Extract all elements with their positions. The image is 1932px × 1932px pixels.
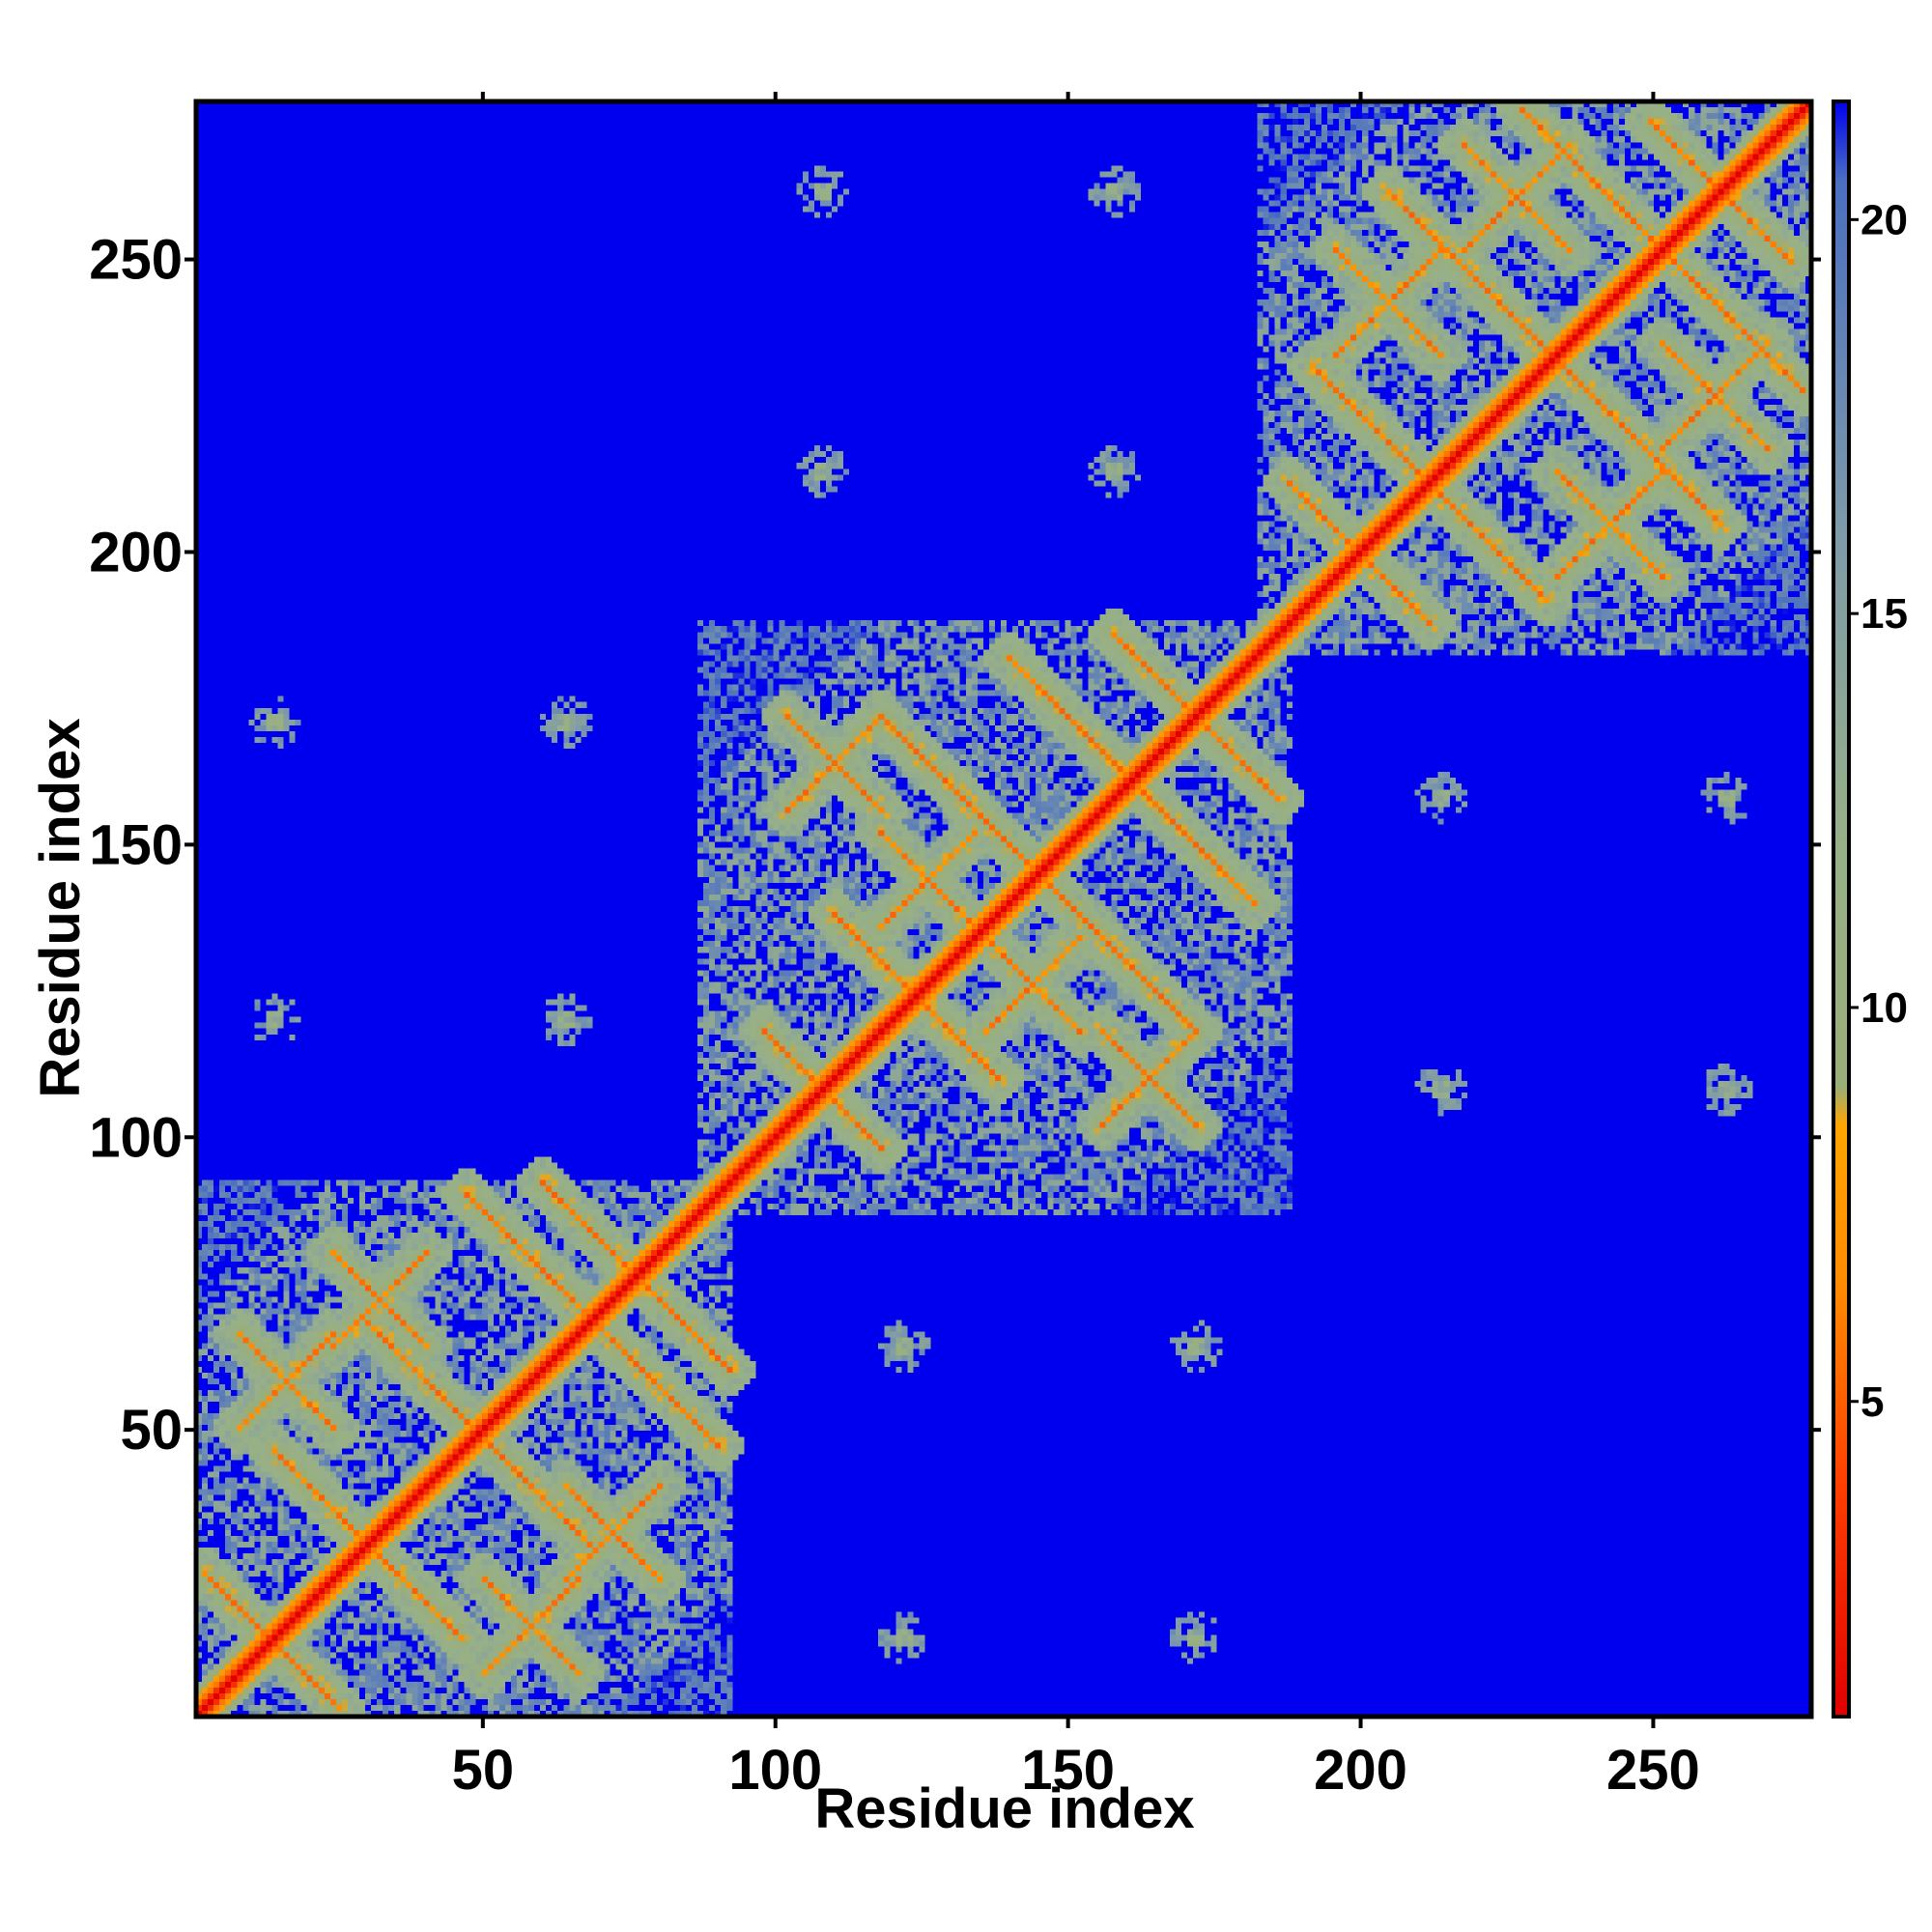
colorbar: 5 10 15 20	[1832, 99, 1908, 1719]
colorbar-tick-label: 15	[1861, 590, 1908, 638]
x-tick-label: 200	[1314, 1739, 1407, 1802]
plot-frame	[193, 99, 1814, 1719]
y-tick-label: 100	[89, 1106, 183, 1169]
colorbar-tick-label: 20	[1861, 196, 1908, 243]
x-tick-label: 50	[452, 1739, 515, 1802]
x-tick-label: 150	[1021, 1739, 1115, 1802]
heatmap-image	[196, 101, 1811, 1717]
x-tick-label: 250	[1606, 1739, 1700, 1802]
colorbar-tick-label: 10	[1861, 984, 1908, 1032]
x-axis-title: Residue index	[814, 1777, 1194, 1840]
x-tick-label: 100	[728, 1739, 822, 1802]
colorbar-tick-label: 5	[1861, 1378, 1884, 1426]
y-tick-label: 200	[89, 521, 183, 583]
heatmap-plot	[193, 99, 1814, 1719]
x-axis: 50 100 150 200 250	[452, 92, 1700, 1802]
colorbar-frame	[1832, 99, 1851, 1719]
y-axis: 50 100 150 200 250	[89, 229, 1821, 1462]
y-tick-label: 50	[120, 1399, 183, 1462]
colorbar-ticks: 5 10 15 20	[1849, 196, 1908, 1426]
y-axis-title: Residue index	[29, 718, 92, 1097]
y-tick-label: 250	[89, 229, 183, 292]
y-tick-label: 150	[89, 813, 183, 876]
colorbar-fill	[1833, 101, 1849, 1717]
